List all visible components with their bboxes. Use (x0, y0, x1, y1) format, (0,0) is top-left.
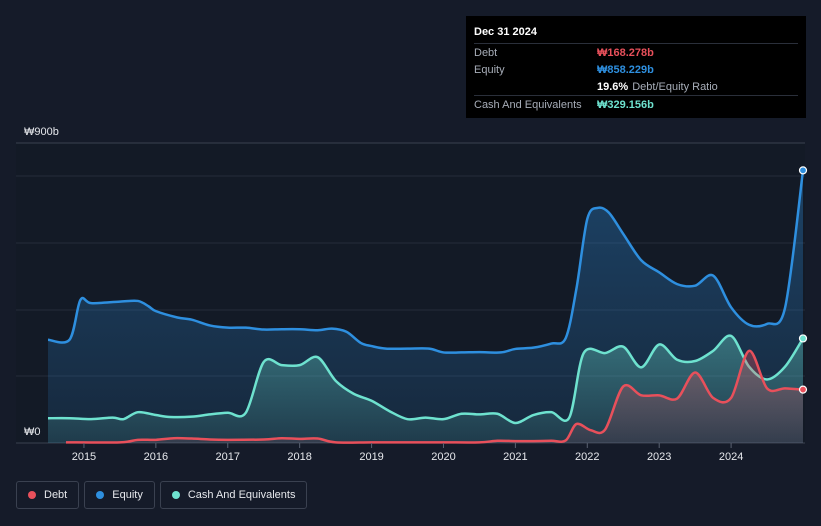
series-line-debt (65, 349, 804, 444)
legend-item-equity[interactable]: Equity (84, 481, 155, 509)
tooltip-panel: Dec 31 2024 Debt ₩168.278b Equity ₩858.2… (466, 16, 806, 118)
series-line-equity (47, 170, 805, 354)
tooltip-debt-label: Debt (474, 46, 498, 59)
x-tick-label: 2020 (431, 451, 455, 463)
legend-item-debt[interactable]: Debt (16, 481, 80, 509)
x-tick-label: 2018 (287, 451, 311, 463)
tooltip-row-equity: Equity ₩858.229b (474, 61, 798, 78)
series-end-point-debt[interactable] (798, 385, 808, 394)
tooltip-ratio-value: 19.6% (597, 80, 629, 93)
x-tick-label: 2016 (144, 451, 168, 463)
tooltip-cash-label: Cash And Equivalents (474, 98, 582, 111)
y-axis-top-label: ₩900b (24, 126, 59, 138)
cash-dot-icon (171, 491, 180, 499)
x-tick-label: 2021 (503, 451, 527, 463)
tooltip-row-ratio: 19.6% Debt/Equity Ratio (474, 78, 798, 95)
legend: Debt Equity Cash And Equivalents (16, 481, 308, 509)
legend-debt-label: Debt (44, 489, 68, 501)
tooltip-row-cash: Cash And Equivalents ₩329.156b (474, 95, 798, 113)
debt-dot-icon (28, 491, 36, 499)
tooltip-equity-value: ₩858.229b (597, 63, 654, 76)
tooltip-equity-label: Equity (474, 63, 505, 76)
tooltip-debt-value: ₩168.278b (597, 46, 654, 59)
series-layer (47, 166, 808, 444)
equity-dot-icon (96, 491, 105, 499)
legend-cash-label: Cash And Equivalents (187, 489, 296, 501)
series-end-point-equity[interactable] (798, 166, 808, 175)
series-line-cash-and-equivalents (47, 334, 805, 425)
x-tick-label: 2015 (72, 451, 96, 463)
x-tick-label: 2023 (647, 451, 671, 463)
legend-equity-label: Equity (112, 489, 143, 501)
tooltip-row-debt: Debt ₩168.278b (474, 43, 798, 61)
series-area-debt (65, 350, 804, 443)
tooltip-ratio-label: Debt/Equity Ratio (632, 80, 718, 93)
tooltip-date: Dec 31 2024 (474, 26, 537, 38)
legend-item-cash[interactable]: Cash And Equivalents (159, 481, 308, 509)
x-tick-label: 2022 (575, 451, 599, 463)
tooltip-cash-value: ₩329.156b (597, 98, 654, 111)
series-end-point-cash-and-equivalents[interactable] (798, 334, 808, 343)
x-tick-label: 2017 (216, 451, 240, 463)
x-tick-label: 2019 (359, 451, 383, 463)
y-axis-bottom-label: ₩0 (24, 426, 41, 438)
x-axis: 2015 2016 2017 2018 2019 2020 2021 2022 2023 2024 (72, 443, 743, 463)
x-tick-label: 2024 (719, 451, 743, 463)
